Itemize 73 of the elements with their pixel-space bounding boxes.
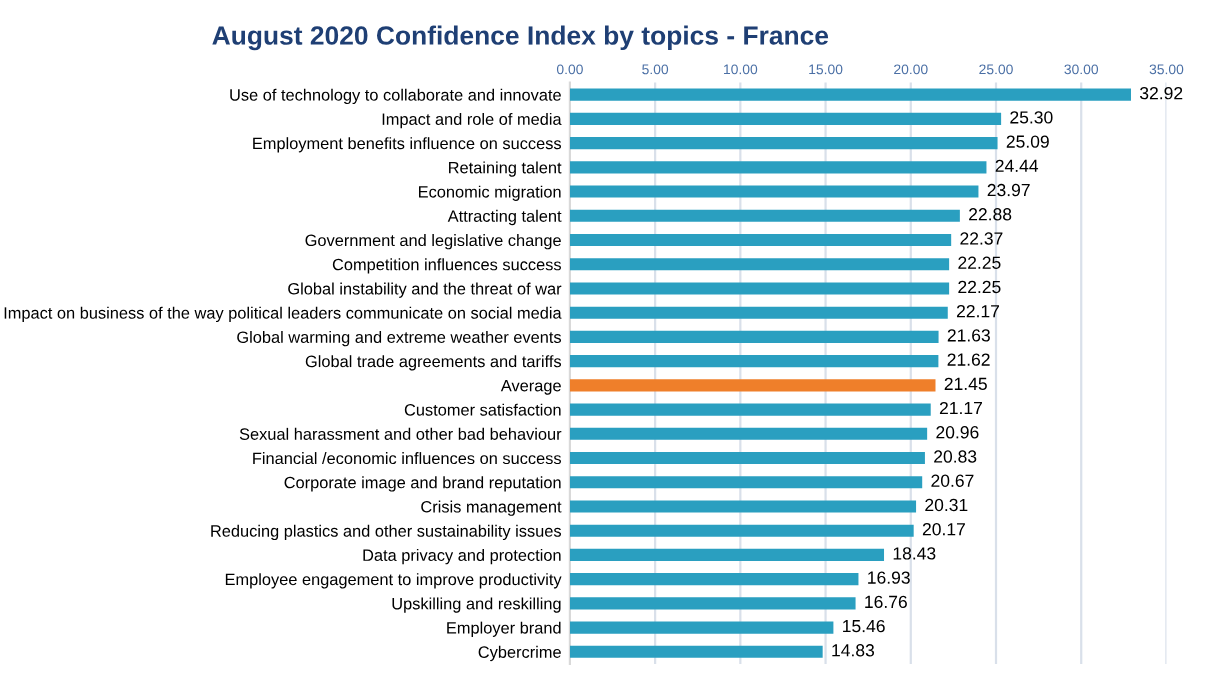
y-tick-label: Crisis management xyxy=(421,500,562,516)
bar xyxy=(569,355,939,368)
data-label: 25.30 xyxy=(1010,111,1053,124)
bar xyxy=(569,427,928,440)
y-tick-label: Government and legislative change xyxy=(305,234,561,250)
bar xyxy=(569,621,834,634)
bar xyxy=(569,451,925,465)
y-tick-label: Impact on business of the way political leaders communicate on social media xyxy=(4,306,562,323)
bar xyxy=(569,161,987,174)
y-tick-label: Sexual harassment and other bad behaviour xyxy=(239,427,562,440)
y-tick-label: Competition influences success xyxy=(332,258,561,274)
data-label: 22.37 xyxy=(960,232,1003,245)
data-label: 16.93 xyxy=(868,571,910,584)
y-tick-label: Retaining talent xyxy=(449,161,562,177)
bar xyxy=(569,548,885,561)
bar xyxy=(569,88,1131,101)
data-label: 22.25 xyxy=(958,256,1001,269)
y-tick-label: Average xyxy=(500,380,561,395)
data-label: 21.17 xyxy=(939,401,982,415)
bar xyxy=(569,209,960,222)
bar xyxy=(569,282,950,295)
bar xyxy=(569,258,950,271)
data-label: 20.31 xyxy=(925,498,968,512)
bar xyxy=(569,233,952,247)
data-label: 21.63 xyxy=(947,329,990,342)
data-label: 23.97 xyxy=(987,183,1030,197)
data-label: 20.67 xyxy=(931,474,974,487)
bar xyxy=(569,500,917,513)
chart-title: August 2020 Confidence Index by topics - France xyxy=(212,25,829,51)
y-tick-label: Data privacy and protection xyxy=(363,548,561,565)
data-label: 14.83 xyxy=(832,644,875,657)
data-label: 16.76 xyxy=(865,595,907,609)
data-label: 20.17 xyxy=(922,523,965,536)
y-tick-label: Global trade agreements and tariffs xyxy=(305,355,562,371)
data-label: 18.43 xyxy=(893,547,936,560)
bar xyxy=(569,137,998,150)
data-label: 25.09 xyxy=(1006,135,1049,148)
data-label: 24.44 xyxy=(995,159,1039,172)
y-tick-label: Reducing plastics and other sustainability issues xyxy=(211,524,562,541)
data-label: 15.46 xyxy=(843,619,885,633)
y-tick-label: Employment benefits influence on success xyxy=(253,137,561,153)
y-tick-label: Global warming and extreme weather events xyxy=(237,330,562,347)
y-tick-label: Use of technology to collaborate and innovate xyxy=(230,88,561,105)
y-tick-label: Corporate image and brand reputation xyxy=(284,476,561,492)
y-tick-label: Impact and role of media xyxy=(382,112,562,129)
bar xyxy=(569,379,936,392)
y-tick-label: Customer satisfaction xyxy=(404,403,561,416)
y-tick-label: Employee engagement to improve productivity xyxy=(225,573,562,589)
bar xyxy=(569,185,979,198)
data-label: 32.92 xyxy=(1139,86,1183,100)
data-label: 22.25 xyxy=(958,280,1001,294)
bar xyxy=(569,645,823,658)
data-label: 22.17 xyxy=(956,304,1000,318)
data-label: 21.45 xyxy=(944,377,987,391)
bar xyxy=(569,330,939,343)
data-label: 22.88 xyxy=(969,208,1012,221)
data-label: 20.83 xyxy=(934,450,977,463)
bar xyxy=(569,597,856,610)
bar xyxy=(569,112,1002,125)
y-tick-label: Financial /economic influences on success xyxy=(253,452,561,465)
bar xyxy=(569,306,948,319)
y-tick-label: Attracting talent xyxy=(447,209,562,226)
bar xyxy=(569,476,923,489)
y-tick-label: Employer brand xyxy=(447,621,561,637)
data-label: 21.62 xyxy=(947,353,990,366)
bar xyxy=(569,524,914,537)
data-label: 20.96 xyxy=(936,426,979,439)
y-tick-label: Upskilling and reskilling xyxy=(392,597,561,613)
bar xyxy=(569,573,859,586)
bar xyxy=(569,403,931,416)
y-tick-label: Economic migration xyxy=(419,185,561,201)
y-tick-label: Global instability and the threat of war xyxy=(288,282,562,298)
y-tick-label: Cybercrime xyxy=(478,645,561,662)
